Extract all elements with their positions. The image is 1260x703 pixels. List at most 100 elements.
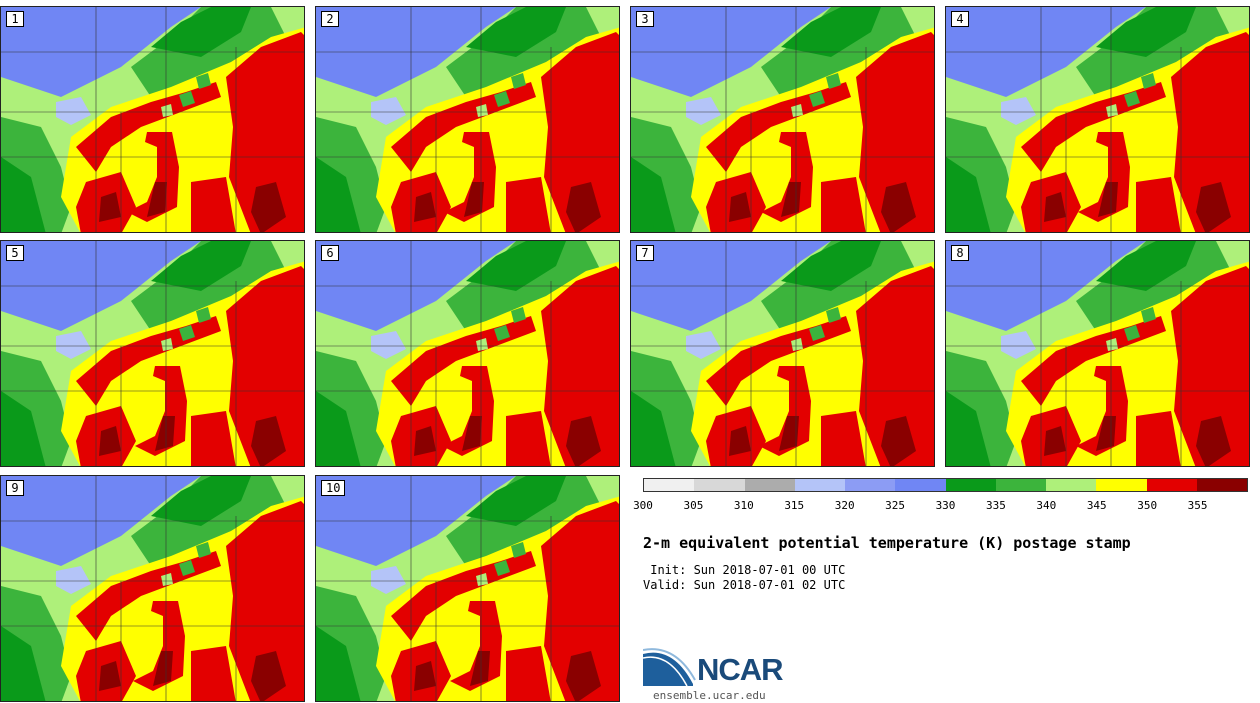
theta-e-field-map	[631, 241, 934, 466]
field-region	[371, 566, 406, 594]
stamp-panel-2[interactable]: 2	[315, 6, 620, 233]
field-region	[316, 157, 361, 232]
field-region	[791, 104, 803, 117]
field-region	[494, 560, 510, 576]
colorbar-swatch	[845, 479, 896, 491]
field-region	[191, 411, 236, 466]
theta-e-field-map	[1, 7, 304, 232]
colorbar-tick-label: 305	[683, 499, 704, 512]
colorbar-swatch	[1096, 479, 1147, 491]
field-region	[371, 331, 406, 359]
field-region	[511, 307, 526, 323]
field-region	[476, 338, 488, 351]
stamp-panel-10[interactable]: 10	[315, 475, 620, 702]
field-region	[1171, 266, 1249, 466]
field-region	[781, 241, 881, 291]
field-region	[1001, 331, 1036, 359]
stamp-panel-9[interactable]: 9	[0, 475, 305, 702]
field-region	[251, 416, 286, 466]
field-region	[161, 338, 173, 351]
field-region	[946, 157, 991, 232]
field-region	[1124, 325, 1140, 341]
logo-url[interactable]: ensemble.ucar.edu	[653, 689, 766, 702]
field-region	[1, 391, 46, 466]
field-region	[881, 182, 916, 232]
field-region	[316, 626, 361, 701]
field-region	[1, 626, 46, 701]
field-region	[1078, 132, 1130, 222]
theta-e-field-map	[631, 7, 934, 232]
field-region	[196, 73, 211, 89]
field-region	[1096, 7, 1196, 57]
field-region	[476, 573, 488, 586]
colorbar-swatch	[1196, 479, 1247, 491]
field-region	[821, 177, 866, 232]
stamp-panel-8[interactable]: 8	[945, 240, 1250, 467]
colorbar-swatch	[744, 479, 795, 491]
field-region	[147, 182, 167, 217]
valid-time: Valid: Sun 2018-07-01 02 UTC	[643, 578, 846, 592]
field-region	[251, 651, 286, 701]
stamp-panel-6[interactable]: 6	[315, 240, 620, 467]
field-region	[1141, 73, 1156, 89]
field-region	[1106, 104, 1118, 117]
colorbar-swatch	[644, 479, 695, 491]
field-region	[466, 476, 566, 526]
field-region	[729, 192, 751, 222]
field-region	[809, 325, 825, 341]
stamp-panel-7[interactable]: 7	[630, 240, 935, 467]
field-region	[155, 416, 175, 451]
field-region	[759, 366, 811, 456]
field-region	[414, 192, 436, 222]
panel-number: 9	[6, 480, 24, 496]
field-region	[135, 366, 187, 456]
field-region	[414, 661, 436, 691]
colorbar-tick-label: 340	[1036, 499, 1057, 512]
panel-number: 3	[636, 11, 654, 27]
field-region	[179, 91, 195, 107]
colorbar-swatch	[694, 479, 745, 491]
colorbar	[643, 478, 1248, 492]
field-region	[1096, 241, 1196, 291]
init-time: Init: Sun 2018-07-01 00 UTC	[643, 563, 846, 577]
stamp-panel-1[interactable]: 1	[0, 6, 305, 233]
theta-e-field-map	[946, 7, 1249, 232]
field-region	[1171, 32, 1249, 232]
colorbar-swatch	[794, 479, 845, 491]
stamp-panel-3[interactable]: 3	[630, 6, 935, 233]
field-region	[1098, 182, 1118, 217]
field-region	[511, 73, 526, 89]
colorbar-tick-label: 335	[985, 499, 1006, 512]
theta-e-field-map	[1, 476, 304, 701]
field-region	[191, 177, 236, 232]
colorbar-swatch	[1146, 479, 1197, 491]
colorbar-tick-label: 310	[733, 499, 754, 512]
colorbar-tick-label: 320	[834, 499, 855, 512]
field-region	[196, 307, 211, 323]
theta-e-field-map	[316, 476, 619, 701]
field-region	[541, 501, 619, 701]
field-region	[56, 331, 91, 359]
field-region	[179, 560, 195, 576]
ncar-logo-icon	[643, 648, 696, 687]
field-region	[1106, 338, 1118, 351]
plot-title: 2-m equivalent potential temperature (K)…	[643, 534, 1131, 552]
field-region	[686, 97, 721, 125]
field-region	[151, 7, 251, 57]
logo-text: NCAR	[697, 652, 784, 687]
panel-number: 4	[951, 11, 969, 27]
colorbar-tick-label: 330	[935, 499, 956, 512]
field-region	[494, 91, 510, 107]
panel-number: 5	[6, 245, 24, 261]
field-region	[450, 601, 502, 691]
field-region	[226, 266, 304, 466]
field-region	[179, 325, 195, 341]
field-region	[226, 32, 304, 232]
stamp-panel-5[interactable]: 5	[0, 240, 305, 467]
field-region	[856, 32, 934, 232]
colorbar-swatch	[945, 479, 996, 491]
stamp-panel-4[interactable]: 4	[945, 6, 1250, 233]
colorbar-tick-label: 345	[1086, 499, 1107, 512]
field-region	[541, 266, 619, 466]
field-region	[161, 573, 173, 586]
